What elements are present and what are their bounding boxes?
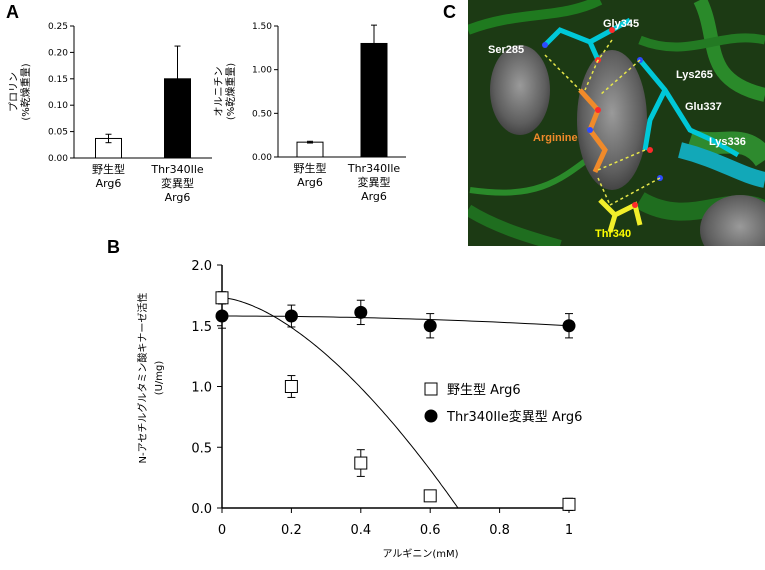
y-axis-label: (%乾燥重量) <box>224 63 237 120</box>
label-gly345: Gly345 <box>603 18 639 30</box>
data-point-wildtype <box>423 489 437 503</box>
y-tick-label: 0.0 <box>191 502 212 517</box>
panel-label-c: C <box>443 2 456 22</box>
y-axis-label: (U/mg) <box>154 361 165 396</box>
bar <box>296 141 324 158</box>
y-tick-label: 1.50 <box>252 22 272 32</box>
data-point-mutant <box>354 305 368 319</box>
data-point-wildtype <box>215 291 229 305</box>
data-point-wildtype <box>562 497 576 511</box>
y-tick-label: 0.05 <box>48 128 68 138</box>
label-lys336: Lys336 <box>709 136 746 148</box>
protein-structure-image: Gly345 Ser285 Lys265 Glu337 Lys336 Argin… <box>468 0 765 246</box>
label-glu337: Glu337 <box>685 101 722 113</box>
legend-label-wildtype: 野生型 Arg6 <box>447 383 521 398</box>
y-tick-label: 0.25 <box>48 22 68 32</box>
category-label: 変異型 <box>358 175 391 189</box>
category-label: Thr340Ile <box>347 162 401 175</box>
y-tick-label: 1.5 <box>191 320 212 335</box>
x-tick-label: 0.8 <box>489 523 510 538</box>
y-tick-label: 1.0 <box>191 381 212 396</box>
label-thr340: Thr340 <box>595 228 631 240</box>
data-point-wildtype <box>354 456 368 470</box>
y-axis-label: N-アセチルグルタミン酸キナーゼ活性 <box>136 293 149 464</box>
legend-label-mutant: Thr340Ile変異型 Arg6 <box>446 409 582 425</box>
y-tick-label: 0.5 <box>191 441 212 456</box>
y-tick-label: 0.15 <box>48 75 68 85</box>
label-ser285: Ser285 <box>488 44 524 56</box>
x-tick-label: 0 <box>218 523 226 538</box>
category-label: 野生型 <box>294 161 327 175</box>
category-label: Arg6 <box>165 191 191 204</box>
category-label: Thr340Ile <box>150 163 204 176</box>
x-tick-label: 0.4 <box>350 523 371 538</box>
panel-label-a: A <box>6 2 19 22</box>
data-point-wildtype <box>284 380 298 393</box>
data-point-mutant <box>215 309 229 323</box>
category-label: Arg6 <box>361 190 387 203</box>
x-tick-label: 0.6 <box>420 523 441 538</box>
data-point-mutant <box>562 319 576 333</box>
panel-label-b: B <box>107 237 120 257</box>
x-tick-label: 1 <box>565 523 573 538</box>
category-label: 変異型 <box>161 176 194 190</box>
bar <box>360 42 388 158</box>
legend-marker-mutant <box>424 409 438 423</box>
y-tick-label: 2.0 <box>191 259 212 274</box>
bar <box>164 78 191 159</box>
y-tick-label: 0.10 <box>48 101 68 111</box>
legend-marker-wildtype <box>424 382 438 396</box>
y-tick-label: 1.00 <box>252 66 272 76</box>
fit-curve-mutant <box>222 315 570 327</box>
y-tick-label: 0.50 <box>252 109 272 119</box>
x-tick-label: 0.2 <box>281 523 302 538</box>
y-tick-label: 0.20 <box>48 48 68 58</box>
category-label: Arg6 <box>96 177 122 190</box>
x-axis-label: アルギニン(mM) <box>382 548 458 560</box>
label-arginine: Arginine <box>533 132 578 144</box>
y-axis-label: オルニチン <box>213 67 225 117</box>
y-tick-label: 0.00 <box>48 154 68 164</box>
category-label: Arg6 <box>297 176 323 189</box>
kinase-activity-chart: 0.0 0.5 1.0 1.5 2.0 0 0.2 0.4 0.6 0.8 1 アルギニン(mM) N-… <box>136 259 582 560</box>
y-axis-label: プロリン <box>8 72 20 112</box>
y-tick-label: 0.00 <box>252 153 272 163</box>
y-axis-label: (%乾燥重量) <box>19 63 32 120</box>
label-lys265: Lys265 <box>676 69 713 81</box>
fit-curve-wildtype <box>221 297 459 509</box>
data-point-mutant <box>284 309 298 323</box>
data-point-mutant <box>423 319 437 333</box>
category-label: 野生型 <box>92 162 125 176</box>
